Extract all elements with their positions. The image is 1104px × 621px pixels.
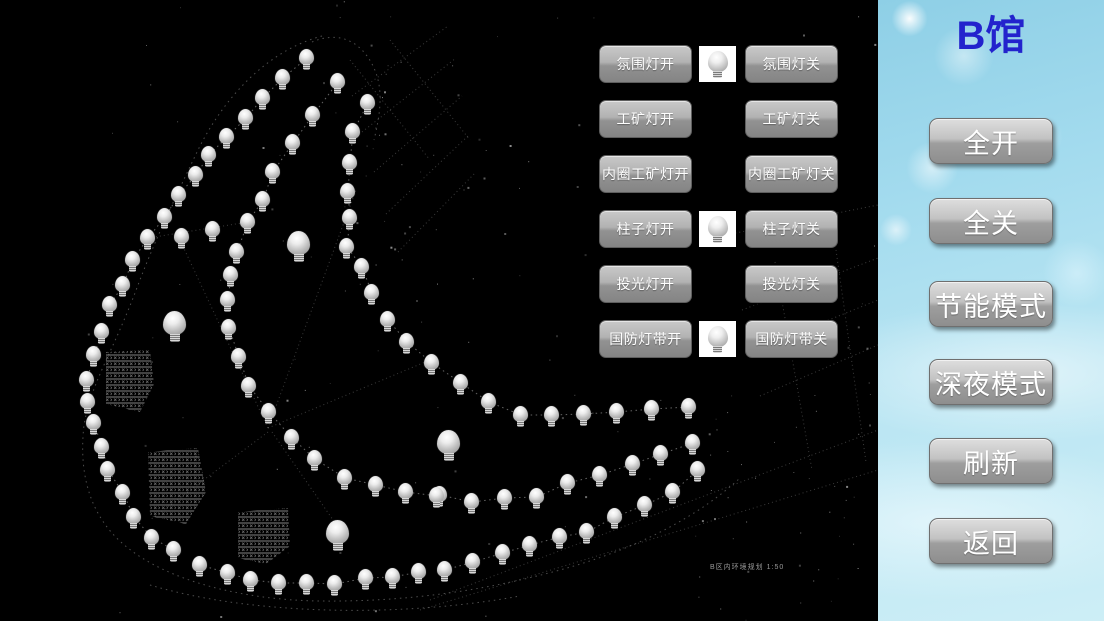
refresh-button[interactable]: 刷新 xyxy=(929,438,1053,484)
energy-save-mode-button[interactable]: 节能模式 xyxy=(929,281,1053,327)
all-off-button[interactable]: 全关 xyxy=(929,198,1053,244)
defense-light-strip-off-button[interactable]: 国防灯带关 xyxy=(745,320,838,358)
flood-light-on-button[interactable]: 投光灯开 xyxy=(599,265,692,303)
hatch-areas xyxy=(106,350,290,564)
inner-industrial-light-off-button[interactable]: 内圈工矿灯关 xyxy=(745,155,838,193)
pillar-light-on-button[interactable]: 柱子灯开 xyxy=(599,210,692,248)
ambient-light-off-button[interactable]: 氛围灯关 xyxy=(745,45,838,83)
back-button[interactable]: 返回 xyxy=(929,518,1053,564)
bulb-glass xyxy=(707,50,728,72)
industrial-light-off-button[interactable]: 工矿灯关 xyxy=(745,100,838,138)
late-night-mode-button[interactable]: 深夜模式 xyxy=(929,359,1053,405)
bulb-glass xyxy=(707,215,728,237)
cad-dot-noise xyxy=(87,1,877,621)
defense-light-strip-on-button[interactable]: 国防灯带开 xyxy=(599,320,692,358)
bulb-status-icon xyxy=(699,211,736,247)
bulb-glass xyxy=(707,325,728,347)
sidebar: B馆 全开全关节能模式深夜模式刷新返回 xyxy=(878,0,1104,621)
flood-light-off-button[interactable]: 投光灯关 xyxy=(745,265,838,303)
bulb-base xyxy=(713,345,722,353)
inner-industrial-light-on-button[interactable]: 内圈工矿灯开 xyxy=(599,155,692,193)
pillar-light-off-button[interactable]: 柱子灯关 xyxy=(745,210,838,248)
cad-drawing xyxy=(82,1,878,621)
bulb-status-icon xyxy=(699,321,736,357)
bulb-base xyxy=(713,235,722,243)
industrial-light-on-button[interactable]: 工矿灯开 xyxy=(599,100,692,138)
ambient-light-on-button[interactable]: 氛围灯开 xyxy=(599,45,692,83)
plan-caption: B区内环境规划 1:50 xyxy=(710,564,785,571)
all-on-button[interactable]: 全开 xyxy=(929,118,1053,164)
bulb-status-icon xyxy=(699,46,736,82)
building-title: B馆 xyxy=(956,14,1026,58)
bulb-base xyxy=(713,70,722,78)
floor-plan: 氛围灯开 氛围灯关工矿灯开 工矿灯关内圈工矿灯开 内圈工矿灯关柱子灯开 柱子灯关投光灯开… xyxy=(0,0,878,621)
